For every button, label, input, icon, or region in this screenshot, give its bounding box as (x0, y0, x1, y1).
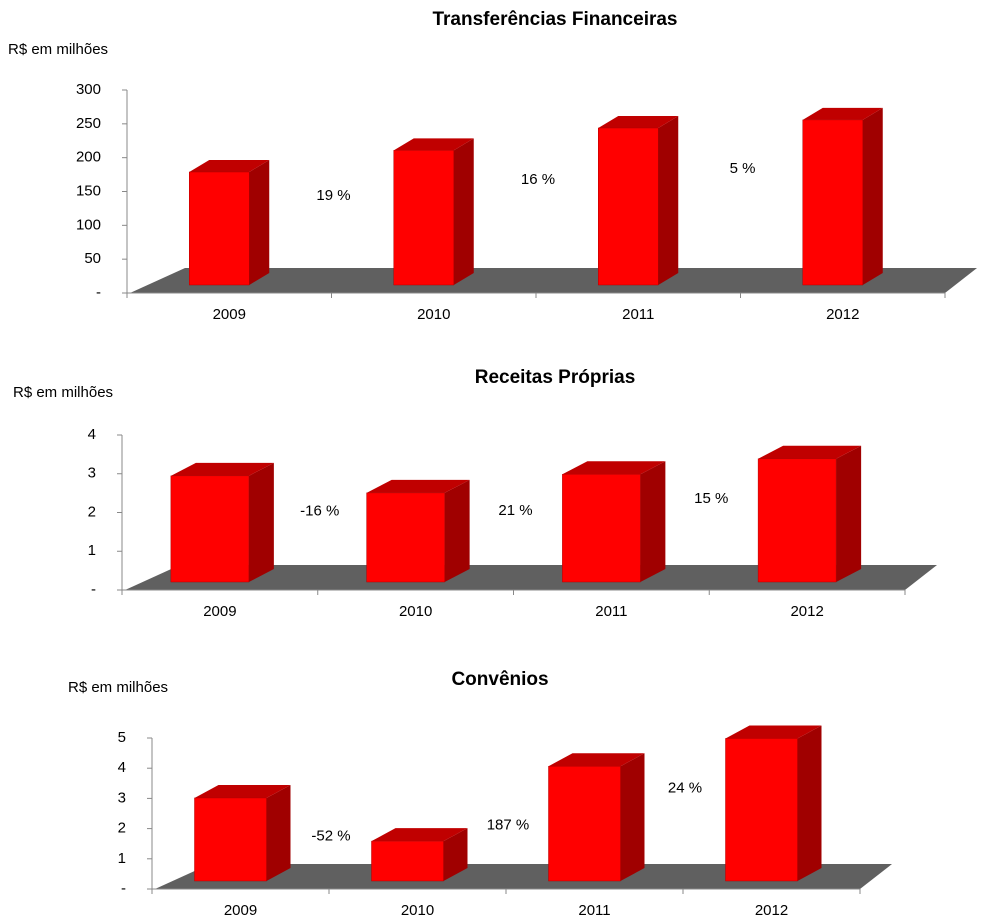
growth-label: 187 % (487, 816, 530, 833)
bar (802, 119, 863, 286)
bar-group (598, 116, 679, 286)
x-tick-label: 2009 (203, 603, 236, 620)
y-tick-label: 3 (118, 789, 126, 806)
x-tick-label: 2009 (224, 902, 257, 919)
floor (155, 864, 892, 889)
y-tick-label: 150 (76, 182, 101, 199)
bar-top (758, 445, 862, 459)
bar (725, 738, 798, 882)
y-axis-label: R$ em milhões (13, 384, 113, 401)
bar-top (548, 753, 645, 767)
y-tick-label: 1 (88, 542, 96, 559)
bar (562, 474, 641, 583)
bar-group (562, 461, 666, 583)
chart-title: Transferências Financeiras (432, 9, 677, 30)
x-tick-label: 2012 (790, 603, 823, 620)
x-tick-label: 2012 (826, 306, 859, 323)
x-tick-label: 2011 (595, 603, 627, 620)
x-tick-label: 2010 (401, 902, 434, 919)
y-tick-label: 1 (118, 850, 126, 867)
y-tick-label: 3 (88, 465, 96, 482)
y-tick-label: - (96, 284, 101, 301)
growth-label: 19 % (316, 187, 350, 204)
bar (548, 765, 621, 882)
bar-group (548, 753, 645, 882)
bar (189, 171, 250, 286)
bar-group (189, 159, 270, 286)
growth-label: 15 % (694, 490, 728, 507)
bar-top (371, 828, 468, 842)
bar-top (802, 107, 883, 120)
bar-side (836, 445, 862, 582)
bar-top (170, 462, 274, 476)
y-tick-label: 4 (88, 426, 96, 443)
y-tick-label: 2 (88, 503, 96, 520)
bar-top (366, 479, 470, 493)
y-tick-label: 50 (84, 250, 101, 267)
y-tick-label: 250 (76, 115, 101, 132)
bar-top (598, 116, 679, 129)
growth-label: -52 % (311, 828, 350, 845)
floor (130, 268, 977, 293)
x-tick-label: 2011 (622, 306, 654, 323)
growth-label: 21 % (498, 502, 532, 519)
y-tick-label: 2 (118, 820, 126, 837)
bar-group (393, 138, 474, 286)
y-tick-label: 300 (76, 81, 101, 98)
growth-label: 5 % (730, 160, 756, 177)
y-tick-label: 4 (118, 759, 126, 776)
x-tick-label: 2009 (213, 306, 246, 323)
bar-side (249, 159, 270, 285)
bar-group (366, 479, 470, 583)
bar-side (862, 107, 883, 285)
bar (598, 127, 659, 286)
bar-side (658, 116, 679, 285)
bar-side (620, 753, 645, 881)
bar-group (170, 462, 274, 583)
x-tick-label: 2012 (755, 902, 788, 919)
bar-top (189, 159, 270, 172)
bar-side (797, 725, 822, 881)
chart-title: Convênios (451, 669, 548, 690)
bar (194, 797, 267, 882)
bar (170, 475, 250, 583)
y-tick-label: 5 (118, 729, 126, 746)
growth-label: -16 % (300, 503, 339, 520)
bar-top (725, 725, 822, 739)
floor (125, 565, 937, 590)
bar-top (562, 461, 666, 475)
bar-group (194, 784, 291, 882)
x-tick-label: 2011 (578, 902, 610, 919)
bar (366, 492, 445, 583)
y-tick-label: 100 (76, 216, 101, 233)
bar-top (194, 784, 291, 798)
y-tick-label: - (91, 581, 96, 598)
x-tick-label: 2010 (417, 306, 450, 323)
bar-side (444, 479, 470, 582)
x-tick-label: 2010 (399, 603, 432, 620)
growth-label: 16 % (521, 171, 555, 188)
bar-side (266, 784, 291, 881)
y-tick-label: 200 (76, 149, 101, 166)
y-tick-label: - (121, 880, 126, 897)
bar (393, 150, 454, 286)
y-axis-label: R$ em milhões (8, 41, 108, 58)
bar-group (757, 445, 862, 583)
bar-group (725, 725, 822, 882)
bar-side (248, 462, 274, 582)
bar (757, 458, 837, 583)
growth-label: 24 % (668, 779, 702, 796)
bar-top (393, 138, 474, 151)
bar (371, 840, 444, 882)
y-axis-label: R$ em milhões (68, 679, 168, 696)
bar-side (640, 461, 666, 582)
bar-group (802, 107, 883, 286)
chart-title: Receitas Próprias (475, 367, 636, 388)
bar-group (371, 828, 468, 882)
bar-side (443, 828, 468, 881)
bar-side (453, 138, 474, 285)
